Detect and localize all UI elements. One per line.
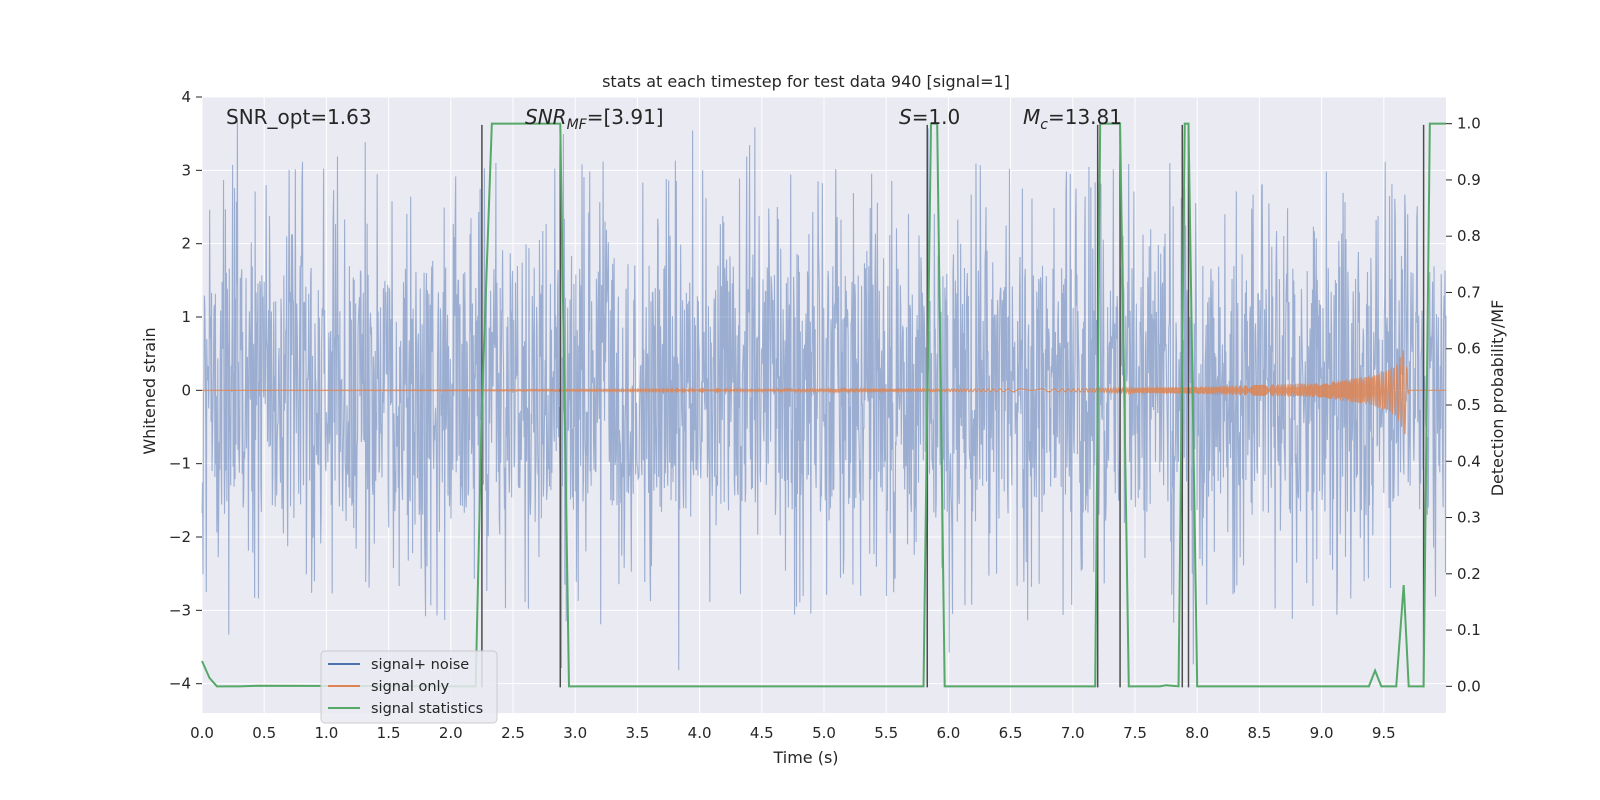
x-tick-label: 8.0 <box>1185 724 1209 742</box>
signal-statistics-series <box>201 122 1446 688</box>
y2-tick-label: 0.8 <box>1457 227 1481 245</box>
snr-mf-sub: MF <box>567 117 588 133</box>
y2-tick-label: 0.4 <box>1457 452 1481 470</box>
snr-mf-value: =[3.91] <box>587 105 664 129</box>
signal-plus-noise-series <box>201 120 1447 671</box>
x-tick-label: 2.0 <box>439 724 463 742</box>
y-tick-label: −2 <box>169 528 191 546</box>
y2-tick-label: 0.9 <box>1457 171 1481 189</box>
legend-label-signal: signal only <box>371 679 450 695</box>
legend-label-noise: signal+ noise <box>371 657 469 673</box>
x-tick-label: 7.0 <box>1061 724 1085 742</box>
y2-tick-label: 1.0 <box>1457 115 1481 133</box>
x-tick-label: 4.0 <box>688 724 712 742</box>
y-tick-label: 0 <box>181 381 191 399</box>
x-tick-label: 0.0 <box>190 724 214 742</box>
s-value: =1.0 <box>912 105 961 129</box>
y-tick-label: −4 <box>169 675 191 693</box>
y2-tick-label: 0.1 <box>1457 621 1481 639</box>
mc-main: M <box>1023 105 1040 129</box>
x-tick-label: 2.5 <box>501 724 525 742</box>
x-tick-label: 6.0 <box>936 724 960 742</box>
legend-label-stats: signal statistics <box>371 701 483 717</box>
y-tick-labels: −4 −3 −2 −1 0 1 2 3 4 <box>169 88 202 693</box>
x-tick-label: 9.5 <box>1372 724 1396 742</box>
x-tick-label: 5.5 <box>874 724 898 742</box>
y-axis-label: Whitened strain <box>140 327 159 454</box>
x-tick-label: 3.0 <box>563 724 587 742</box>
mc-annotation: Mc=13.81 <box>1023 105 1122 133</box>
y2-tick-label: 0.0 <box>1457 677 1481 695</box>
chart-title: stats at each timestep for test data 940… <box>602 72 1010 91</box>
y2-tick-label: 0.7 <box>1457 283 1481 301</box>
x-axis-label: Time (s) <box>772 748 838 767</box>
s-main: S <box>899 105 912 129</box>
s-annotation: S=1.0 <box>899 105 960 129</box>
y-tick-label: −3 <box>169 601 191 619</box>
x-tick-label: 8.5 <box>1247 724 1271 742</box>
y2-axis-label: Detection probability/MF <box>1488 300 1507 497</box>
y-tick-label: 3 <box>181 161 191 179</box>
y-tick-label: 4 <box>181 88 191 106</box>
noise-line <box>201 120 1447 671</box>
x-tick-label: 4.5 <box>750 724 774 742</box>
x-tick-label: 0.5 <box>252 724 276 742</box>
y2-tick-label: 0.3 <box>1457 509 1481 527</box>
y-tick-label: −1 <box>169 455 191 473</box>
x-tick-label: 7.5 <box>1123 724 1147 742</box>
y-tick-label: 1 <box>181 308 191 326</box>
snr-mf-main: SNR <box>525 105 567 129</box>
legend-box <box>320 650 498 724</box>
y-tick-label: 2 <box>181 235 191 253</box>
y2-tick-label: 0.6 <box>1457 340 1481 358</box>
y2-tick-label: 0.5 <box>1457 396 1481 414</box>
y2-tick-label: 0.2 <box>1457 565 1481 583</box>
x-tick-labels: 0.0 0.5 1.0 1.5 2.0 2.5 3.0 3.5 4.0 4.5 5.0 5.5 6.0 6… <box>190 724 1396 742</box>
x-tick-label: 1.5 <box>377 724 401 742</box>
mc-sub: c <box>1040 117 1048 133</box>
snr-opt-annotation: SNR_opt=1.63 <box>226 105 372 129</box>
signal-line <box>202 350 1446 435</box>
x-tick-label: 1.0 <box>314 724 338 742</box>
x-tick-label: 6.5 <box>999 724 1023 742</box>
x-tick-label: 9.0 <box>1310 724 1334 742</box>
mc-value: =13.81 <box>1048 105 1122 129</box>
stats-line <box>201 122 1446 688</box>
y2-tick-labels: 0.0 0.1 0.2 0.3 0.4 0.5 0.6 0.7 0.8 0.9 1.0 <box>1446 115 1481 695</box>
signal-only-series <box>202 350 1446 435</box>
snr-mf-annotation: SNRMF=[3.91] <box>525 105 664 133</box>
x-tick-label: 5.0 <box>812 724 836 742</box>
legend: signal+ noise signal only signal statist… <box>320 650 498 724</box>
x-tick-label: 3.5 <box>625 724 649 742</box>
